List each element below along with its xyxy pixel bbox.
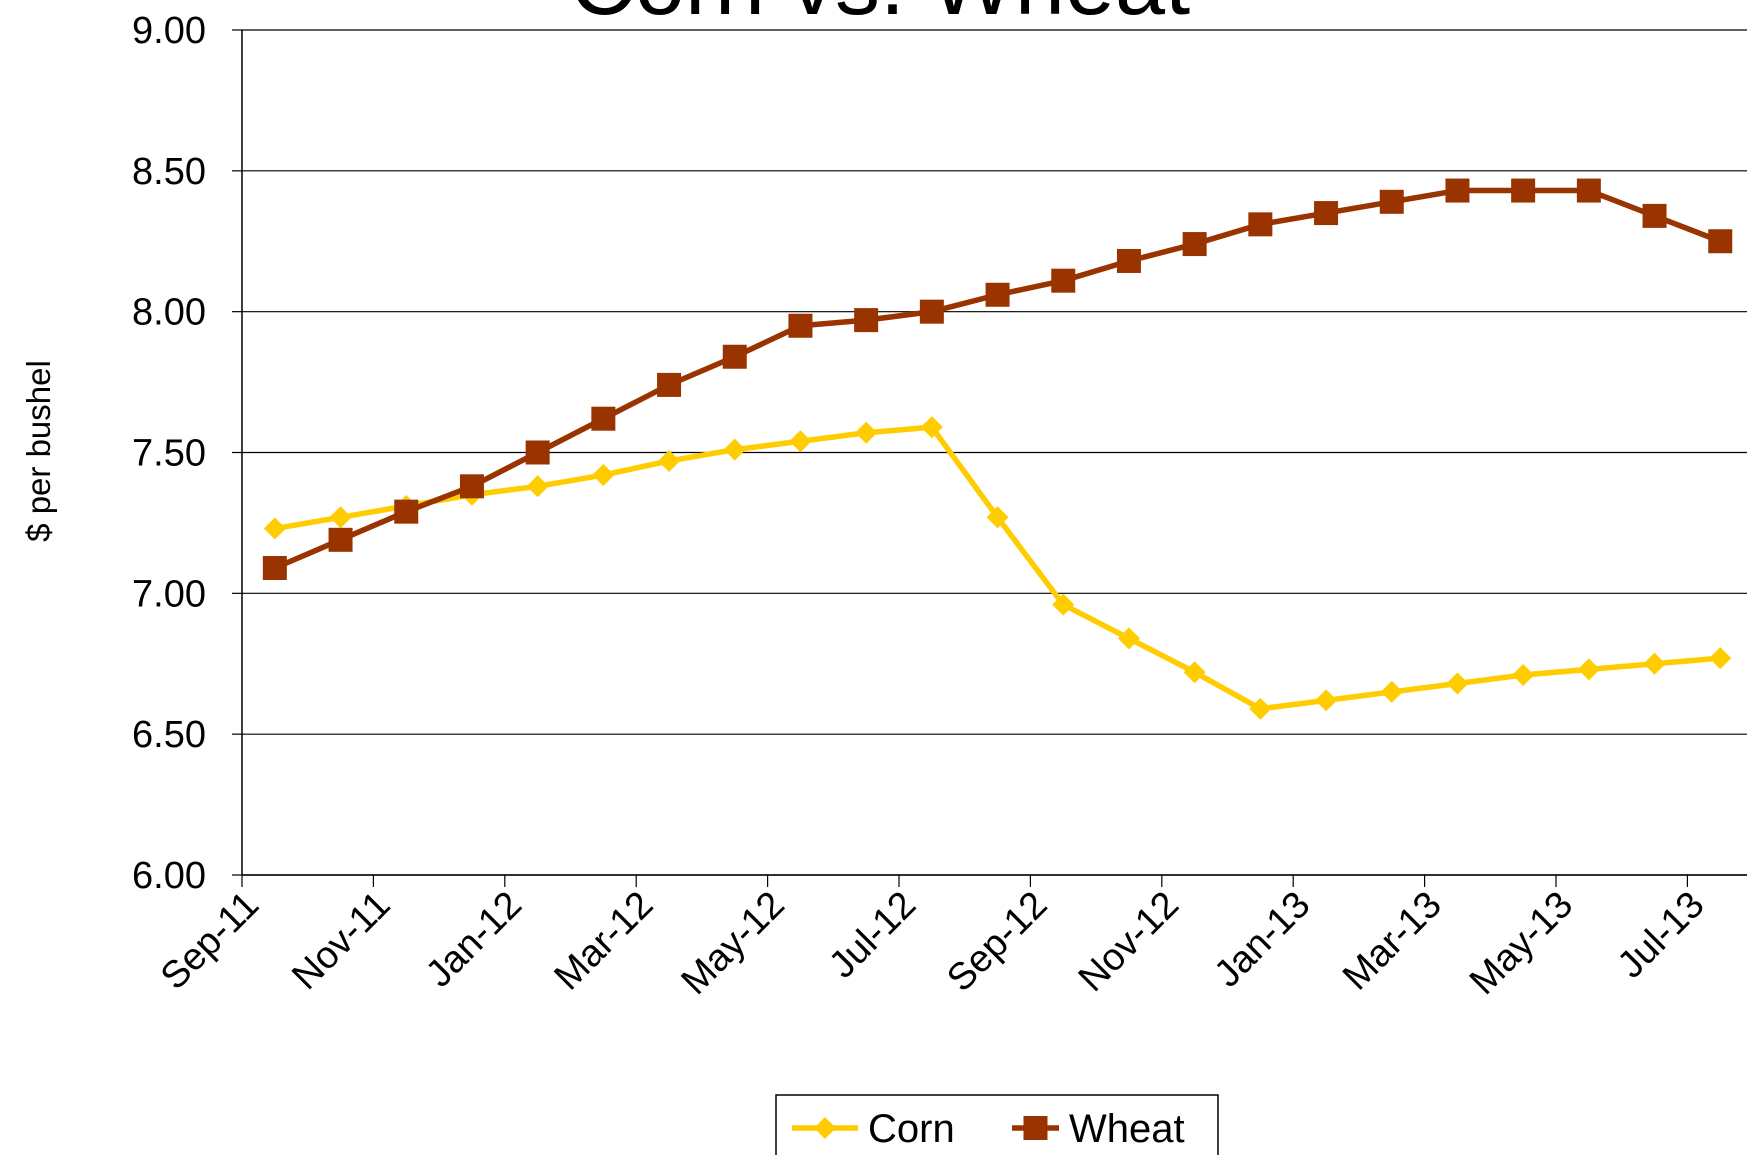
marker — [1577, 658, 1600, 681]
marker — [788, 313, 813, 338]
x-tick-label: May-12 — [674, 884, 793, 1003]
marker — [1512, 664, 1535, 687]
y-tick-label: 8.00 — [132, 292, 206, 334]
marker — [1248, 212, 1273, 237]
y-tick-label: 6.00 — [132, 855, 206, 897]
marker — [591, 406, 616, 431]
marker — [1052, 593, 1075, 616]
y-tick-label: 7.50 — [132, 433, 206, 475]
x-tick-label: Nov-12 — [1071, 884, 1187, 1000]
marker — [789, 430, 812, 453]
marker — [1446, 672, 1469, 695]
marker — [986, 506, 1009, 529]
marker — [919, 299, 944, 324]
marker — [263, 517, 286, 540]
marker — [328, 527, 353, 552]
marker — [1642, 203, 1667, 228]
marker — [1708, 229, 1733, 254]
marker — [657, 372, 682, 397]
marker — [1380, 680, 1403, 703]
y-tick-label: 6.50 — [132, 714, 206, 756]
legend-box — [775, 1094, 1219, 1155]
marker — [1511, 178, 1536, 203]
marker — [1709, 647, 1732, 670]
marker — [920, 416, 943, 439]
marker — [855, 421, 878, 444]
marker — [525, 440, 550, 465]
marker — [1182, 232, 1207, 257]
x-tick-label: Nov-11 — [284, 884, 398, 998]
y-tick-label: 9.00 — [132, 10, 206, 52]
marker — [1445, 178, 1470, 203]
marker — [722, 344, 747, 369]
x-tick-label: Jan-13 — [1207, 884, 1319, 996]
x-tick-label: Jan-12 — [418, 884, 530, 996]
y-axis-label: $ per bushel — [20, 360, 57, 542]
marker — [1183, 661, 1206, 684]
marker — [1051, 268, 1076, 293]
x-tick-label: Sep-11 — [153, 884, 267, 998]
x-tick-label: Jul-13 — [1610, 884, 1713, 987]
chart-title: Corn vs. Wheat — [570, 0, 1190, 34]
x-tick-label: May-13 — [1462, 884, 1581, 1003]
x-tick-label: Mar-12 — [547, 884, 662, 999]
marker — [658, 449, 681, 472]
marker — [854, 308, 879, 333]
marker — [394, 499, 419, 524]
marker — [1249, 697, 1272, 720]
x-tick-label: Mar-13 — [1335, 884, 1450, 999]
marker — [1023, 1116, 1048, 1140]
legend-label: Corn — [868, 1107, 955, 1151]
marker — [1643, 652, 1666, 675]
marker — [1117, 627, 1140, 650]
marker — [1116, 248, 1141, 273]
marker — [723, 438, 746, 461]
y-tick-label: 7.00 — [132, 573, 206, 615]
legend: Corn Wheat — [775, 1094, 1219, 1155]
legend-label: Wheat — [1069, 1107, 1185, 1151]
marker — [1315, 689, 1338, 712]
marker — [329, 506, 352, 529]
marker — [1576, 178, 1601, 203]
marker — [1379, 189, 1404, 214]
marker — [814, 1117, 836, 1139]
marker — [985, 282, 1010, 307]
marker — [1314, 201, 1339, 226]
y-tick-label: 8.50 — [132, 151, 206, 193]
marker — [526, 475, 549, 498]
marker — [459, 474, 484, 499]
x-tick-label: Sep-12 — [939, 884, 1055, 1000]
series-line — [274, 424, 1721, 712]
marker — [592, 464, 615, 487]
marker — [262, 555, 287, 580]
x-tick-label: Jul-12 — [821, 884, 924, 987]
